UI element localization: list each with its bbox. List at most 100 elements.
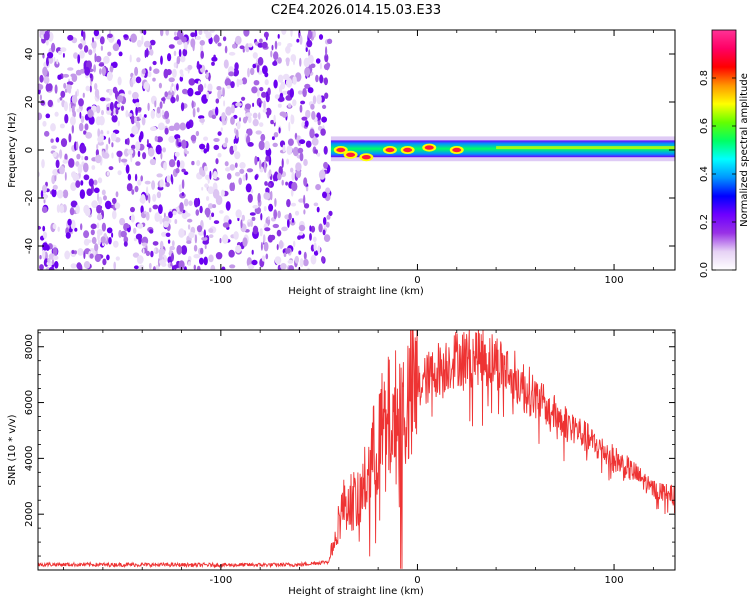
noise-speckle <box>55 159 60 169</box>
noise-speckle <box>183 266 187 270</box>
noise-speckle <box>318 169 326 180</box>
noise-speckle <box>263 100 266 110</box>
noise-speckle <box>319 62 322 70</box>
noise-speckle <box>228 249 235 258</box>
noise-speckle <box>165 118 170 124</box>
noise-speckle <box>40 100 46 106</box>
x-tick-label: 100 <box>605 575 624 586</box>
noise-speckle <box>307 267 310 270</box>
noise-speckle <box>82 31 86 41</box>
noise-speckle <box>168 211 173 219</box>
noise-speckle <box>287 259 294 264</box>
noise-speckle <box>267 183 272 187</box>
noise-speckle <box>208 228 214 233</box>
noise-speckle <box>64 113 69 124</box>
noise-speckle <box>316 206 320 213</box>
noise-speckle <box>261 41 268 49</box>
noise-speckle <box>80 115 85 124</box>
noise-speckle <box>276 229 282 237</box>
noise-speckle <box>253 80 260 86</box>
noise-speckle <box>177 142 182 147</box>
noise-speckle <box>158 248 166 256</box>
noise-speckle <box>159 179 164 188</box>
noise-speckle <box>134 173 138 182</box>
noise-speckle <box>138 135 142 143</box>
noise-speckle <box>250 219 254 227</box>
noise-speckle <box>141 116 146 126</box>
signal-peak <box>385 147 395 153</box>
noise-speckle <box>45 244 50 251</box>
noise-speckle <box>75 180 81 188</box>
colorbar-tick-label: 0.6 <box>699 118 710 134</box>
noise-speckle <box>71 171 77 178</box>
noise-speckle <box>84 156 89 161</box>
noise-speckle <box>39 74 44 83</box>
noise-speckle <box>295 162 302 172</box>
noise-speckle <box>158 82 162 89</box>
noise-speckle <box>313 202 319 207</box>
noise-speckle <box>260 213 263 221</box>
noise-speckle <box>196 60 200 70</box>
noise-speckle <box>276 244 279 251</box>
noise-speckle <box>94 243 99 252</box>
noise-speckle <box>80 180 84 186</box>
noise-speckle <box>290 188 294 197</box>
noise-speckle <box>131 189 135 195</box>
noise-speckle <box>242 174 246 182</box>
noise-speckle <box>168 125 176 131</box>
noise-speckle <box>296 38 300 43</box>
noise-speckle <box>323 161 329 169</box>
noise-speckle <box>176 245 182 255</box>
snr-xlabel: Height of straight line (km) <box>288 586 424 597</box>
noise-speckle-region <box>38 30 333 270</box>
noise-speckle <box>194 234 198 244</box>
noise-speckle <box>235 102 243 107</box>
noise-speckle <box>270 50 273 58</box>
noise-speckle <box>245 183 252 193</box>
noise-speckle <box>143 40 151 48</box>
noise-speckle <box>138 234 142 245</box>
noise-speckle <box>309 233 312 241</box>
noise-speckle <box>140 194 146 204</box>
noise-speckle <box>67 218 72 226</box>
noise-speckle <box>149 39 156 46</box>
noise-speckle <box>101 189 106 196</box>
noise-speckle <box>163 68 169 79</box>
noise-speckle <box>213 170 218 180</box>
noise-speckle <box>147 102 150 112</box>
noise-speckle <box>160 30 164 37</box>
noise-speckle <box>217 131 222 136</box>
noise-speckle <box>42 184 47 194</box>
noise-speckle <box>101 66 106 77</box>
noise-speckle <box>298 198 305 203</box>
noise-speckle <box>178 184 182 193</box>
noise-speckle <box>59 97 63 101</box>
noise-speckle <box>264 79 269 86</box>
noise-speckle <box>42 120 47 127</box>
noise-speckle <box>222 36 227 42</box>
noise-speckle <box>94 88 100 98</box>
noise-speckle <box>187 87 194 97</box>
noise-speckle <box>247 264 255 270</box>
noise-speckle <box>57 226 60 232</box>
noise-speckle <box>159 240 164 250</box>
noise-speckle <box>160 55 163 65</box>
noise-speckle <box>95 154 102 164</box>
noise-speckle <box>212 188 220 199</box>
noise-speckle <box>300 100 306 105</box>
noise-speckle <box>233 144 238 152</box>
noise-speckle <box>184 212 191 217</box>
noise-speckle <box>324 92 329 99</box>
noise-speckle <box>71 124 75 134</box>
noise-speckle <box>161 110 165 116</box>
noise-speckle <box>252 52 258 59</box>
noise-speckle <box>134 185 139 193</box>
x-tick-label: -100 <box>209 275 232 286</box>
noise-speckle <box>242 47 245 53</box>
signal-peak <box>346 152 356 157</box>
noise-speckle <box>307 87 314 94</box>
colorbar-gradient <box>712 30 736 270</box>
noise-speckle <box>52 247 58 256</box>
noise-speckle <box>82 92 85 98</box>
noise-speckle <box>101 109 104 116</box>
